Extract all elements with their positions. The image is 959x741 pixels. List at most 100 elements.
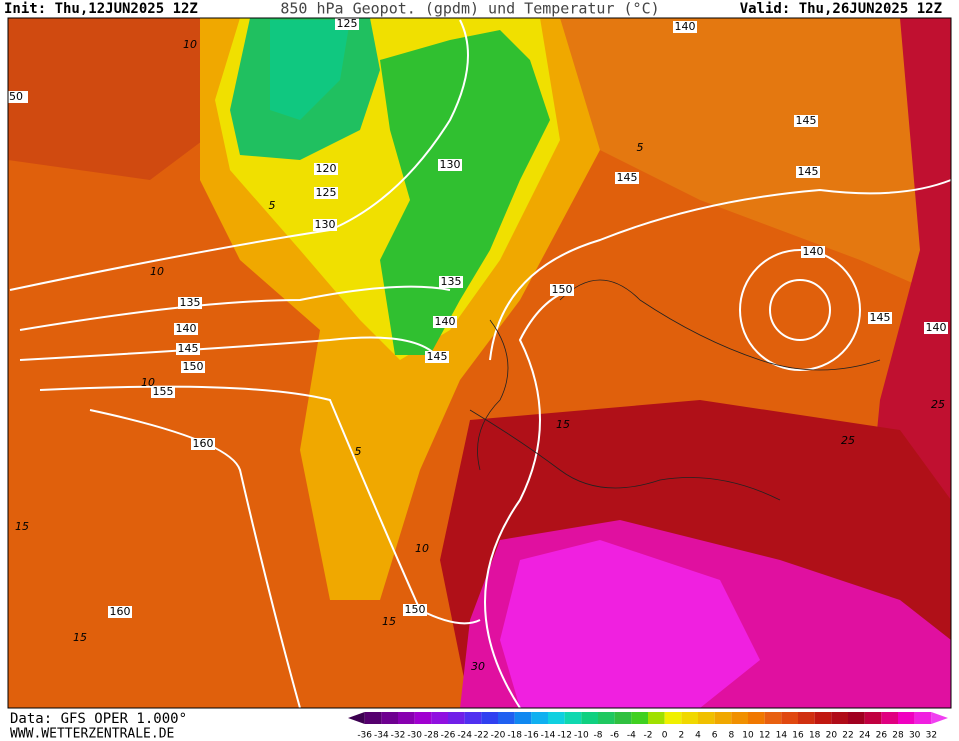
label-box [433,316,457,328]
website: WWW.WETTERZENTRALE.DE [10,727,174,741]
colorbar-label: 8 [728,731,734,741]
colorbar-label: -8 [594,731,603,741]
colorbar-label: 4 [695,731,701,741]
label-box [868,312,892,324]
colorbar-label: -12 [557,731,572,741]
colorbar-box [648,712,665,724]
colorbar-box [398,712,415,724]
label-box [335,18,359,30]
temperature-label: 30 [471,660,485,673]
colorbar-label: 30 [909,731,921,741]
colorbar-label: -36 [357,731,372,741]
colorbar-box [698,712,715,724]
colorbar-box [898,712,915,724]
colorbar-label: 6 [712,731,718,741]
geopotential-label: 155 [153,385,174,398]
colorbar-box [864,712,882,724]
colorbar-label: -28 [424,731,439,741]
colorbar-box [681,712,698,724]
geopotential-label: 160 [110,605,131,618]
geopotential-label: 50 [9,90,23,103]
geopotential-label: 125 [337,17,358,30]
colorbar-label: -10 [574,731,589,741]
colorbar-box [564,712,582,724]
colorbar-box [614,712,632,724]
geopotential-label: 145 [796,114,817,127]
colorbar-label: -16 [524,731,539,741]
colorbar-label: -20 [491,731,506,741]
label-box [191,438,215,450]
geopotential-label: 140 [675,20,696,33]
contour-labels: 125 140 50 145 145 145 130 120 125 130 140 135 150 13… [4,17,948,673]
label-box [673,21,697,33]
colorbar-box [498,712,515,724]
colorbar-label: -22 [474,731,489,741]
colorbar-box [714,712,732,724]
colorbar-box [581,712,598,724]
label-box [314,187,338,199]
label-box [403,604,427,616]
label-box [176,343,200,355]
colorbar-label: 0 [662,731,668,741]
temperature-label: 15 [15,520,29,533]
map-title: 850 hPa Geopot. (gpdm) und Temperatur (°… [280,0,659,18]
colorbar-box [731,712,748,724]
colorbar-label: 32 [926,731,937,741]
colorbar-box [514,712,532,724]
colorbar-label: -32 [391,731,406,741]
coastlines [469,279,881,501]
geopotential-label: 160 [193,437,214,450]
colorbar-box [914,712,932,724]
label-box [178,297,202,309]
label-box [796,166,820,178]
colorbar-label: 28 [892,731,904,741]
colorbar-box [831,712,848,724]
label-box [313,219,337,231]
label-box [425,351,449,363]
colorbar-box [881,712,898,724]
geopotential-label: 145 [617,171,638,184]
label-box [314,163,338,175]
colorbar-label: -26 [441,731,456,741]
colorbar: -36 -34 -32 -30 -28 -26 -24 -22 -20 -18 -16 -14 -12-… [348,712,948,741]
temperature-label: 5 [355,445,362,458]
colorbar-box [481,712,498,724]
label-box [151,386,175,398]
label-box [181,361,205,373]
colorbar-box [598,712,615,724]
temperature-label: 25 [931,398,945,411]
colorbar-box [764,712,782,724]
colorbar-box [798,712,815,724]
temperature-label: 15 [73,631,87,644]
label-box [4,91,28,103]
colorbar-label: 26 [876,731,888,741]
temperature-label: 10 [183,38,197,51]
geopotential-label: 150 [183,360,204,373]
geopotential-label: 145 [798,165,819,178]
temperature-label: 25 [841,434,855,447]
colorbar-box [664,712,682,724]
colorbar-box [431,712,448,724]
colorbar-arrow [348,712,365,724]
label-box [924,322,948,334]
colorbar-label: 20 [826,731,838,741]
valid-time: Valid: Thu,26JUN2025 12Z [740,1,942,17]
label-box [108,606,132,618]
colorbar-box [381,712,398,724]
geopotential-label: 150 [405,603,426,616]
label-box [801,246,825,258]
colorbar-box [781,712,798,724]
geopotential-label: 125 [316,186,337,199]
geopotential-label: 140 [803,245,824,258]
geopotential-contours [9,19,952,709]
temperature-label: 5 [637,141,644,154]
geopotential-label: 150 [552,283,573,296]
colorbar-label: 2 [678,731,684,741]
label-box [794,115,818,127]
colorbar-box [414,712,432,724]
label-box [174,323,198,335]
colorbar-label: -14 [541,731,556,741]
label-box [439,276,463,288]
temperature-label: 10 [415,542,429,555]
